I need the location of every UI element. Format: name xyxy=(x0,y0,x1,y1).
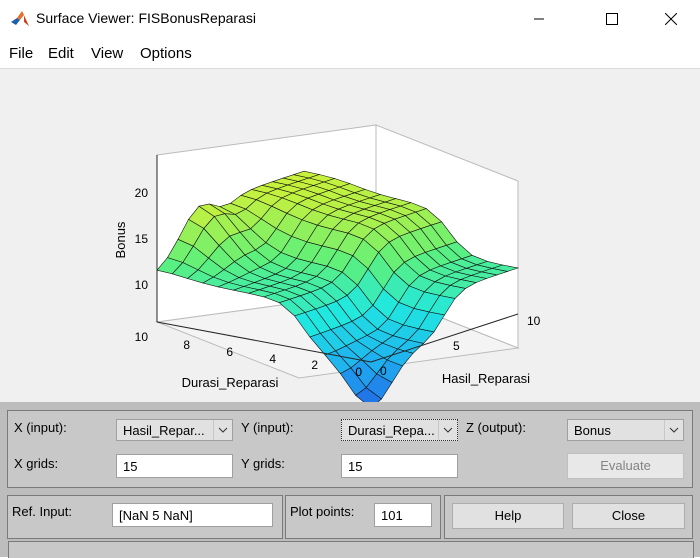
plot-points-field[interactable]: 101 xyxy=(374,503,432,527)
durasi-tick-0: 0 xyxy=(355,365,362,379)
y-input-label: Y (input): xyxy=(241,420,294,435)
matlab-icon xyxy=(11,11,29,26)
x-input-label: X (input): xyxy=(14,420,67,435)
title-bar: Surface Viewer: FISBonusReparasi xyxy=(0,0,700,38)
chevron-down-icon xyxy=(438,420,457,440)
menu-view[interactable]: View xyxy=(91,45,124,62)
x-grids-field[interactable]: 15 xyxy=(116,454,233,478)
x-input-value: Hasil_Repar... xyxy=(123,423,205,438)
y-input-value: Durasi_Repa... xyxy=(348,423,435,438)
maximize-icon xyxy=(606,13,618,25)
minimize-button[interactable] xyxy=(516,0,562,38)
hasil-tick-10: 10 xyxy=(527,314,541,328)
y-grids-field[interactable]: 15 xyxy=(341,454,458,478)
z-output-label: Z (output): xyxy=(466,420,526,435)
help-button[interactable]: Help xyxy=(452,503,564,529)
window-title: Surface Viewer: FISBonusReparasi xyxy=(36,10,256,26)
hasil-tick-0: 0 xyxy=(380,364,387,378)
minimize-icon xyxy=(534,18,544,20)
durasi-axis-label: Durasi_Reparasi xyxy=(182,375,279,390)
ref-input-label: Ref. Input: xyxy=(12,504,72,519)
durasi-tick-8: 8 xyxy=(183,338,190,352)
bonus-surface xyxy=(156,170,520,402)
chevron-down-icon xyxy=(664,420,683,440)
menu-bar: File Edit View Options xyxy=(0,38,700,69)
hasil-axis-line xyxy=(370,313,519,363)
close-icon xyxy=(665,13,677,25)
z-tick-20: 20 xyxy=(135,186,149,200)
menu-file[interactable]: File xyxy=(9,45,34,62)
x-input-select[interactable]: Hasil_Repar... xyxy=(116,419,233,441)
durasi-tick-2: 2 xyxy=(311,358,318,372)
menu-edit[interactable]: Edit xyxy=(48,45,74,62)
surface-plot-area: 10 15 20 10 8 6 4 2 0 0 5 10 Bonus Duras… xyxy=(0,69,700,402)
evaluate-button[interactable]: Evaluate xyxy=(567,453,684,479)
durasi-tick-6: 6 xyxy=(226,345,233,359)
hasil-axis-label: Hasil_Reparasi xyxy=(442,371,530,386)
close-window-button[interactable] xyxy=(648,0,694,38)
surface-patch xyxy=(355,387,382,402)
durasi-tick-10: 10 xyxy=(135,330,149,344)
status-bar xyxy=(8,541,694,558)
ref-input-field[interactable]: [NaN 5 NaN] xyxy=(112,503,273,527)
chevron-down-icon xyxy=(213,420,232,440)
durasi-tick-4: 4 xyxy=(269,352,276,366)
surface-axes[interactable]: 10 15 20 10 8 6 4 2 0 0 5 10 Bonus Duras… xyxy=(0,69,700,402)
x-grids-label: X grids: xyxy=(14,456,59,471)
durasi-axis-line xyxy=(156,321,372,363)
y-grids-label: Y grids: xyxy=(241,456,285,471)
menu-options[interactable]: Options xyxy=(140,45,192,62)
plot-points-label: Plot points: xyxy=(290,504,355,519)
hasil-tick-5: 5 xyxy=(453,339,460,353)
z-tick-15: 15 xyxy=(135,232,149,246)
z-output-select[interactable]: Bonus xyxy=(567,419,684,441)
z-tick-10: 10 xyxy=(135,278,149,292)
close-button[interactable]: Close xyxy=(572,503,685,529)
maximize-button[interactable] xyxy=(589,0,635,38)
bonus-axis-label: Bonus xyxy=(113,221,128,258)
y-input-select[interactable]: Durasi_Repa... xyxy=(341,419,458,441)
z-output-value: Bonus xyxy=(574,423,611,438)
